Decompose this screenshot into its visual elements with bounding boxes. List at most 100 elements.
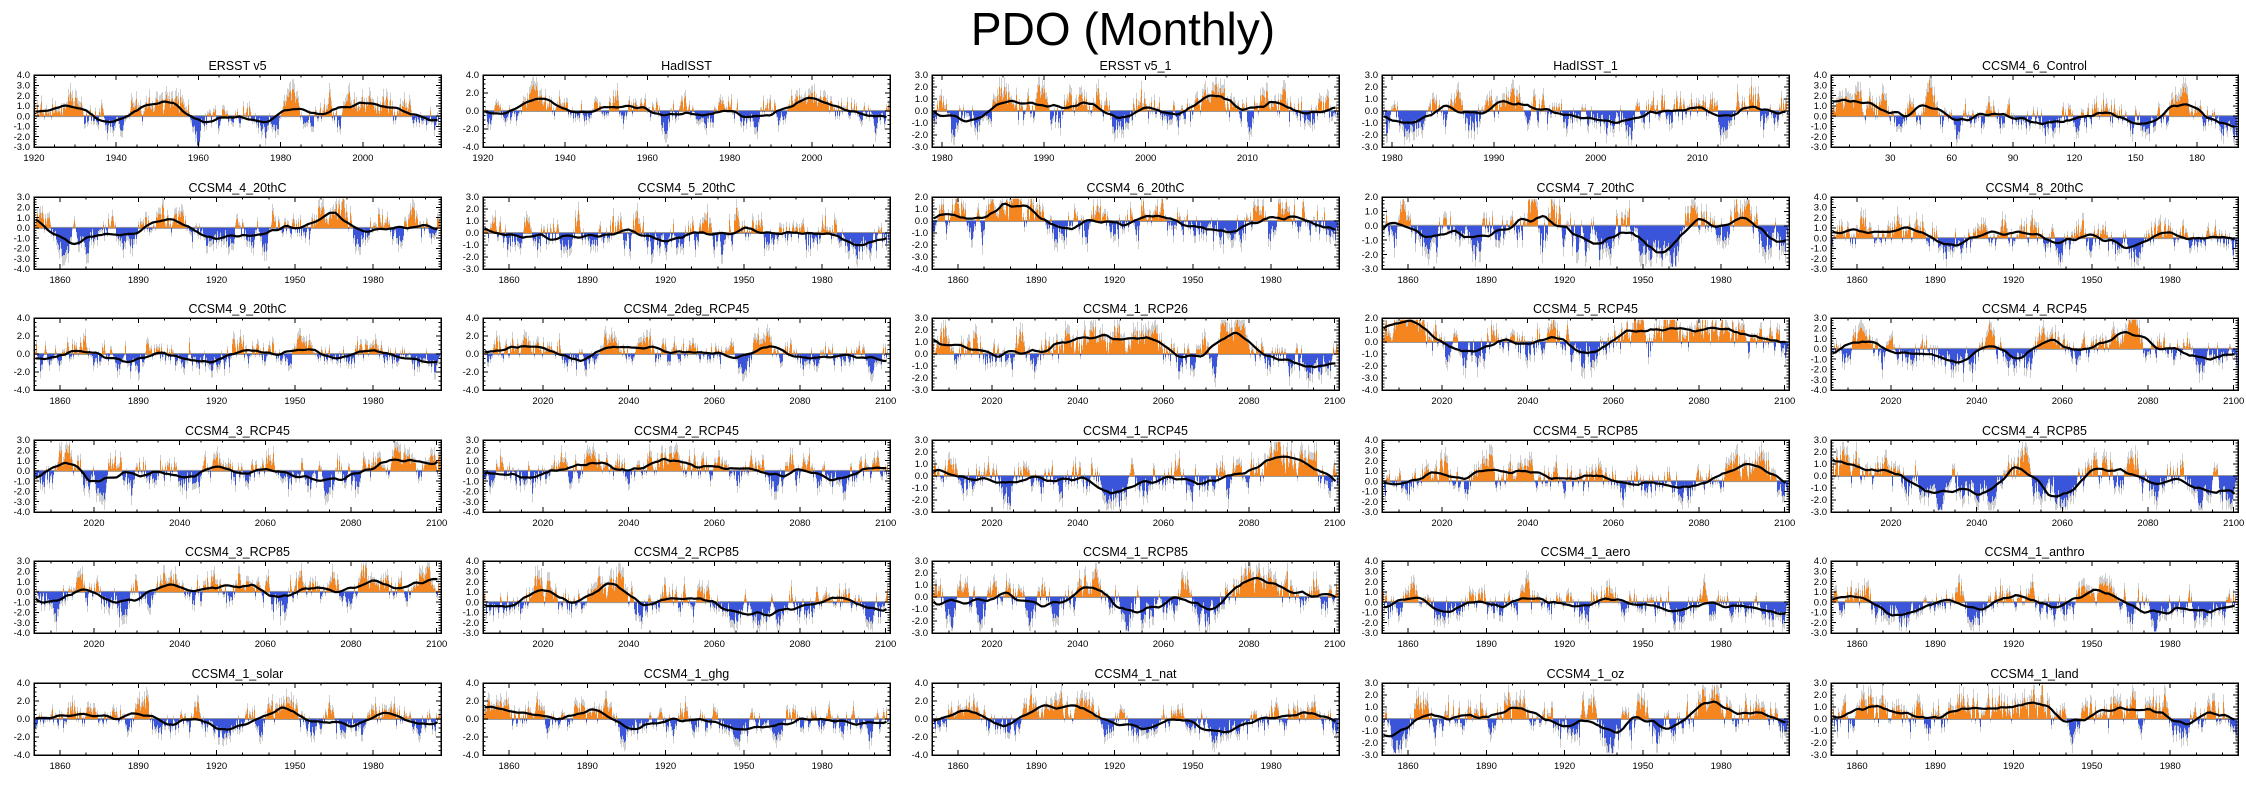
- y-tick-label: -2.0: [1361, 130, 1377, 141]
- y-tick-label: -3.0: [1361, 507, 1377, 518]
- y-tick-label: -4.0: [463, 385, 479, 396]
- x-tick-label: 1860: [1846, 639, 1867, 650]
- y-tick-label: -2.0: [1361, 361, 1377, 372]
- x-tick-label: 2080: [340, 639, 361, 650]
- y-tick-label: 0.0: [17, 111, 30, 122]
- x-tick-label: 2080: [1688, 518, 1709, 529]
- x-tick-label: 1860: [948, 275, 969, 286]
- y-tick-label: 2.0: [466, 88, 479, 99]
- y-tick-label: 0.0: [466, 349, 479, 360]
- panel-ersst-v5-1: ERSST v5_1 3.0 2.0 1.0 0.0 -1.0 -2.0 -3.0 1980 19…: [898, 58, 1347, 179]
- panel-ccsm4-2deg-rcp45: CCSM4_2deg_RCP45 4.0 2.0 0.0 -2.0 -4.0 2020 204…: [449, 301, 898, 422]
- x-tick-label: 2060: [1153, 639, 1174, 650]
- chart-ersst-v5-1: ERSST v5_1 3.02.01.00.0-1.0-2.0-3.0 1980 19…: [912, 59, 1341, 164]
- x-tick-label: 2020: [1880, 518, 1901, 529]
- lowpass-line: [1831, 225, 2235, 249]
- chart-ccsm4-3-rcp45: CCSM4_3_RCP45 3.02.01.00.0-1.0-2.0-3.0-4.…: [14, 424, 448, 529]
- panel-ccsm4-3-rcp45: CCSM4_3_RCP45 3.0 2.0 1.0 0.0 -1.0 -2.0 -3.0 -4.…: [0, 423, 449, 544]
- chart-ccsm4-6-control: CCSM4_6_Control 4.03.02.01.00.0-1.0-2.0-3…: [1810, 59, 2239, 164]
- y-tick-label: -2.0: [912, 240, 928, 251]
- x-tick-label: 2060: [255, 518, 276, 529]
- x-tick-label: 60: [1946, 153, 1957, 164]
- x-tick-label: 2080: [790, 639, 811, 650]
- y-tick-label: -2.0: [912, 373, 928, 384]
- lowpass-line: [1382, 462, 1786, 489]
- y-tick-label: 2.0: [466, 696, 479, 707]
- negative-anomaly-bars: [1837, 602, 2237, 632]
- x-tick-label: 2000: [1585, 153, 1606, 164]
- y-tick-label: 3.0: [915, 313, 928, 324]
- y-tick-label: 1.0: [1364, 587, 1377, 598]
- x-tick-label: 2020: [533, 639, 554, 650]
- x-tick-label: 1860: [1397, 639, 1418, 650]
- y-tick-label: 2.0: [466, 204, 479, 215]
- chart-ccsm4-2-rcp85: CCSM4_2_RCP85 4.03.02.01.00.0-1.0-2.0-3.0…: [463, 545, 897, 650]
- y-tick-label: 0.0: [1814, 471, 1827, 482]
- x-tick-label: 1980: [1710, 275, 1731, 286]
- x-tick-label: 1860: [1397, 275, 1418, 286]
- x-tick-label: 1920: [2003, 639, 2024, 650]
- positive-anomaly-bars: [485, 84, 890, 111]
- y-tick-label: -1.0: [14, 233, 30, 244]
- y-tick-label: 3.0: [17, 435, 30, 446]
- panel-ccsm4-1-ghg: CCSM4_1_ghg 4.0 2.0 0.0 -2.0 -4.0 1860 1890 1920…: [449, 666, 898, 787]
- y-tick-label: 3.0: [17, 556, 30, 567]
- x-tick-label: 1950: [2081, 639, 2102, 650]
- y-tick-label: 4.0: [17, 70, 30, 81]
- y-tick-label: 1.0: [1814, 334, 1827, 345]
- x-tick-label: 1950: [1183, 275, 1204, 286]
- x-tick-label: 1920: [206, 275, 227, 286]
- y-tick-label: -3.0: [14, 496, 30, 507]
- y-tick-label: -4.0: [1361, 385, 1377, 396]
- x-tick-label: 2040: [618, 518, 639, 529]
- x-tick-label: 1920: [1554, 639, 1575, 650]
- y-tick-label: -2.0: [1810, 618, 1826, 629]
- axis-ticks: [1381, 439, 1789, 512]
- x-tick-label: 2100: [2223, 518, 2244, 529]
- y-tick-label: 0.0: [1364, 221, 1377, 232]
- panel-grid: ERSST v5 4.0 3.0 2.0 1.0 0.0 -1.0 -2.0 -3.0 1920 1…: [0, 58, 2246, 787]
- x-tick-label: 1960: [637, 153, 658, 164]
- y-tick-label: 0.0: [915, 106, 928, 117]
- panel-hadisst-1: HadISST_1 3.0 2.0 1.0 0.0 -1.0 -2.0 -3.0 1980 199…: [1348, 58, 1797, 179]
- lowpass-line: [933, 94, 1337, 123]
- y-tick-label: -2.0: [463, 618, 479, 629]
- y-tick-label: -4.0: [463, 142, 479, 153]
- y-tick-label: -2.0: [1361, 738, 1377, 749]
- panel-title: CCSM4_5_RCP85: [1533, 424, 1638, 438]
- x-tick-label: 90: [2007, 153, 2018, 164]
- y-tick-label: 3.0: [915, 435, 928, 446]
- panel-title: CCSM4_1_ghg: [644, 667, 730, 681]
- y-tick-label: 3.0: [466, 567, 479, 578]
- y-tick-label: 1.0: [17, 212, 30, 223]
- y-tick-label: -4.0: [463, 750, 479, 761]
- y-tick-label: -2.0: [463, 124, 479, 135]
- lowpass-line: [1382, 214, 1786, 253]
- axis-ticks: [931, 682, 1340, 755]
- positive-anomaly-bars: [933, 319, 1339, 354]
- y-tick-label: -2.0: [14, 243, 30, 254]
- x-tick-label: 2100: [1325, 639, 1346, 650]
- lowpass-line: [484, 705, 888, 731]
- axis-ticks: [932, 74, 1340, 148]
- x-tick-label: 2020: [533, 396, 554, 407]
- lowpass-line: [34, 577, 438, 604]
- y-tick-label: -4.0: [463, 507, 479, 518]
- x-tick-label: 2040: [1068, 396, 1089, 407]
- y-tick-label: -3.0: [1810, 507, 1826, 518]
- x-tick-label: 1950: [2081, 761, 2102, 772]
- chart-ccsm4-4-20thc: CCSM4_4_20thC 3.02.01.00.0-1.0-2.0-3.0-4.…: [14, 181, 442, 286]
- x-tick-label: 2080: [1688, 396, 1709, 407]
- y-tick-label: 1.0: [915, 94, 928, 105]
- x-tick-label: 1890: [128, 761, 149, 772]
- x-tick-label: 2060: [1153, 396, 1174, 407]
- x-tick-label: 1860: [499, 761, 520, 772]
- y-tick-label: -1.0: [14, 597, 30, 608]
- lowpass-line: [484, 225, 888, 246]
- y-tick-label: 1.0: [17, 101, 30, 112]
- axis-ticks: [1830, 439, 2238, 512]
- y-tick-label: 4.0: [17, 678, 30, 689]
- y-tick-label: 2.0: [17, 91, 30, 102]
- lowpass-line: [1382, 319, 1786, 355]
